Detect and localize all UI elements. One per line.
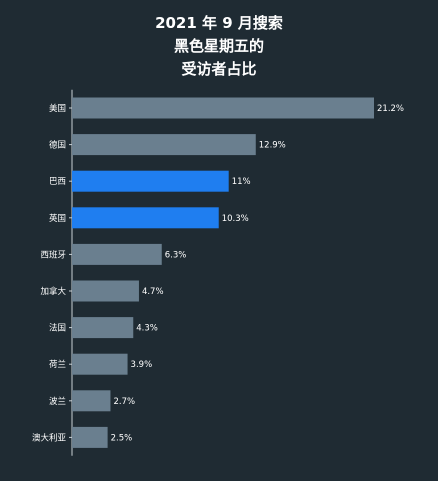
category-label: 法国 — [49, 323, 66, 334]
bar — [72, 317, 134, 339]
data-label: 4.7% — [142, 287, 164, 297]
data-label: 11% — [232, 177, 251, 187]
bar — [72, 170, 229, 192]
chart-title-line-2: 黑色星期五的 — [173, 37, 264, 55]
bar — [72, 97, 374, 119]
bar — [72, 243, 162, 265]
chart-title-line-3: 受访者占比 — [181, 60, 257, 78]
category-label: 波兰 — [49, 396, 66, 407]
category-label: 荷兰 — [49, 359, 66, 370]
data-label: 10.3% — [222, 214, 249, 224]
chart-title: 2021 年 9 月搜索 黑色星期五的 受访者占比 — [0, 12, 438, 81]
bar — [72, 426, 108, 448]
category-label: 澳大利亚 — [32, 432, 67, 443]
data-label: 4.3% — [136, 324, 158, 334]
data-label: 2.5% — [111, 433, 133, 443]
bar — [72, 353, 128, 375]
category-label: 加拿大 — [40, 286, 66, 297]
bar — [72, 207, 219, 229]
data-label: 12.9% — [259, 141, 286, 151]
category-label: 英国 — [49, 213, 66, 224]
category-label: 美国 — [49, 103, 66, 114]
bar — [72, 280, 139, 302]
category-label: 巴西 — [49, 177, 66, 187]
chart-title-line-1: 2021 年 9 月搜索 — [155, 14, 283, 32]
data-label: 2.7% — [113, 397, 135, 407]
data-label: 21.2% — [377, 104, 404, 114]
data-label: 6.3% — [165, 250, 187, 260]
category-label: 德国 — [49, 140, 66, 151]
category-label: 西班牙 — [40, 249, 66, 260]
bar — [72, 390, 111, 412]
data-label: 3.9% — [131, 360, 153, 370]
bar — [72, 134, 256, 156]
